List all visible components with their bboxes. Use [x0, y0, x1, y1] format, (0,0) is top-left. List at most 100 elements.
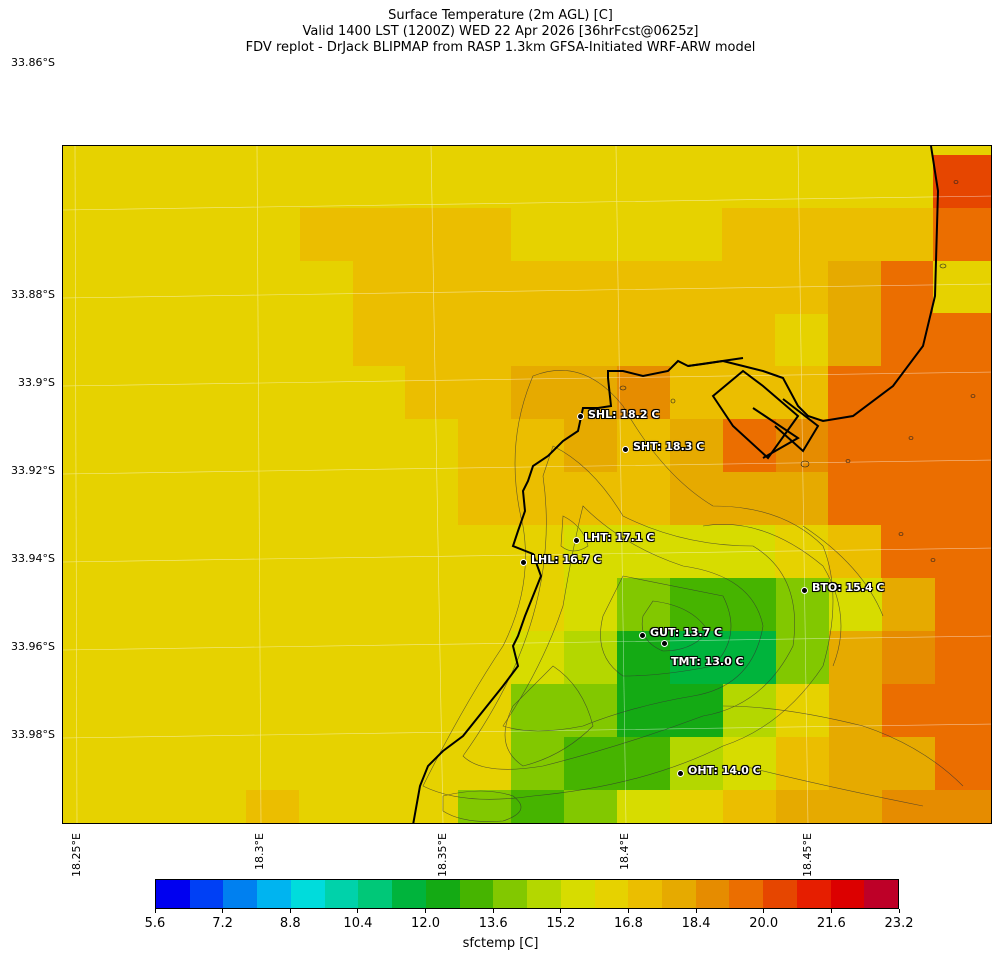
lat-label: 33.88°S [11, 288, 55, 301]
colorbar-tick [898, 909, 900, 913]
colorbar-swatch [763, 880, 797, 908]
station-label-sht: SHT: 18.3 C [633, 440, 705, 453]
temperature-cell [933, 208, 991, 261]
temperature-cell [882, 790, 991, 823]
station-label-bto: BTO: 15.4 C [812, 581, 885, 594]
colorbar-swatch [223, 880, 258, 908]
coastline [412, 146, 940, 823]
temperature-cell [617, 790, 670, 823]
temperature-cell [564, 472, 670, 525]
colorbar-swatch [594, 880, 629, 908]
temperature-cell [564, 684, 617, 737]
colorbar-tick-label: 16.8 [613, 916, 643, 931]
temperature-cell [670, 684, 723, 737]
colorbar [155, 879, 899, 909]
temperature-cell [564, 631, 617, 684]
temperature-map[interactable] [62, 145, 992, 824]
station-marker-oht[interactable] [677, 770, 684, 777]
temperature-cell [829, 578, 882, 631]
temperature-cell [670, 790, 723, 823]
colorbar-tick-label: 10.4 [343, 916, 373, 931]
colorbar-tick-label: 12.0 [411, 916, 441, 931]
station-label-tmt: TMT: 13.0 C [671, 655, 744, 668]
station-marker-bto[interactable] [801, 587, 808, 594]
temperature-cell [935, 737, 991, 790]
map-canvas [63, 146, 991, 823]
temperature-cell [670, 737, 723, 790]
temperature-cell [723, 737, 776, 790]
lat-label: 33.9°S [18, 376, 55, 389]
temperature-cell [511, 737, 564, 790]
temperature-cell [935, 684, 991, 737]
temperature-cell [776, 631, 829, 684]
temperature-cell [881, 314, 934, 366]
station-marker-shl[interactable] [577, 413, 584, 420]
colorbar-tick [222, 909, 224, 913]
colorbar-swatch [156, 880, 190, 908]
colorbar-tick-label: 23.2 [884, 916, 914, 931]
station-label-gut: GUT: 13.7 C [650, 626, 723, 639]
colorbar-tick [627, 909, 629, 913]
station-label-oht: OHT: 14.0 C [688, 764, 761, 777]
colorbar-tick [154, 909, 156, 913]
temperature-cell [933, 261, 991, 313]
temperature-cell [776, 737, 829, 790]
temperature-cell [458, 790, 511, 823]
colorbar-tick-label: 5.6 [144, 916, 166, 931]
colorbar-tick [830, 909, 832, 913]
temperature-cell [933, 155, 991, 208]
colorbar-tick-label: 18.4 [681, 916, 711, 931]
colorbar-swatch [628, 880, 663, 908]
small-islands [619, 180, 976, 562]
colorbar-swatch [358, 880, 393, 908]
station-marker-lhl[interactable] [520, 559, 527, 566]
terrain-contours [422, 369, 964, 822]
temperature-cell [564, 419, 617, 472]
temperature-cell [776, 790, 829, 823]
temperature-cell [723, 578, 776, 631]
temperature-cell [829, 737, 882, 790]
lat-label: 33.98°S [11, 728, 55, 741]
colorbar-tick-label: 7.2 [212, 916, 233, 931]
temperature-cell [353, 261, 485, 366]
colorbar-swatch [864, 880, 899, 908]
temperature-cell [829, 684, 882, 737]
temperature-cell [882, 684, 935, 737]
temperature-cell [405, 366, 511, 419]
temperature-cell [564, 790, 617, 823]
temperature-cell [881, 525, 991, 578]
station-marker-tmt[interactable] [661, 640, 668, 647]
station-marker-gut[interactable] [639, 632, 646, 639]
temperature-cell [617, 578, 670, 631]
colorbar-tick [492, 909, 494, 913]
station-label-lhl: LHL: 16.7 C [531, 553, 602, 566]
colorbar-title: sfctemp [C] [462, 936, 539, 951]
lon-label: 18.25°E [70, 833, 83, 877]
temperature-cell [458, 419, 564, 472]
temperature-cells [246, 155, 991, 823]
temperature-cell [511, 525, 564, 578]
station-label-lht: LHT: 17.1 C [584, 531, 655, 544]
lon-label: 18.35°E [436, 833, 449, 877]
station-marker-lht[interactable] [573, 537, 580, 544]
temperature-cell [511, 790, 564, 823]
lat-label: 33.96°S [11, 640, 55, 653]
chart-title: Surface Temperature (2m AGL) [C] Valid 1… [0, 8, 1001, 56]
colorbar-swatch [425, 880, 460, 908]
temperature-cell [722, 208, 933, 261]
colorbar-tick [425, 909, 427, 913]
colorbar-swatch [527, 880, 561, 908]
colorbar-swatch [493, 880, 528, 908]
temperature-cell [828, 366, 991, 419]
colorbar-swatch [662, 880, 696, 908]
temperature-cell [828, 472, 991, 525]
colorbar-swatch [729, 880, 764, 908]
station-label-shl: SHL: 18.2 C [588, 408, 660, 421]
temperature-cell [829, 631, 882, 684]
temperature-cell [617, 419, 670, 472]
temperature-cell [300, 208, 511, 261]
station-marker-sht[interactable] [622, 446, 629, 453]
lat-label: 33.86°S [11, 56, 55, 69]
colorbar-tick-label: 15.2 [546, 916, 576, 931]
colorbar-swatch [796, 880, 831, 908]
